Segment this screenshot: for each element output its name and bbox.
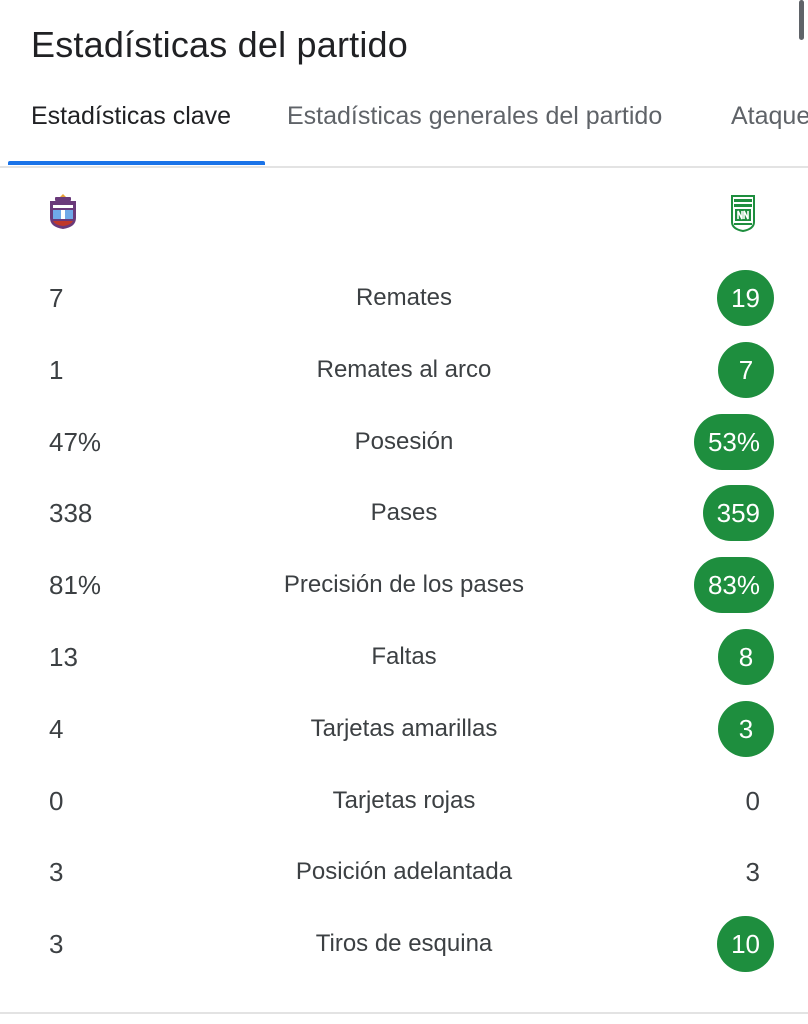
stat-row: 4 Tarjetas amarillas 3 — [0, 693, 808, 765]
stat-label: Pases — [370, 499, 438, 526]
stat-label: Remates al arco — [316, 356, 492, 383]
away-stat-highlight-badge: 8 — [718, 629, 774, 685]
stat-row: 338 Pases 359 — [0, 477, 808, 549]
home-team-crest-icon — [47, 194, 79, 230]
away-stat-cell: 3 — [718, 693, 774, 765]
away-stat-highlight-badge: 19 — [717, 270, 774, 326]
active-tab-indicator — [8, 161, 265, 165]
stat-row: 13 Faltas 8 — [0, 621, 808, 693]
home-stat-value: 1 — [49, 354, 64, 385]
stat-label: Posesión — [354, 428, 454, 455]
stat-label: Posición adelantada — [295, 858, 513, 885]
away-stat-value: 3 — [745, 856, 760, 887]
stat-label: Remates — [355, 284, 453, 311]
scroll-indicator[interactable] — [799, 0, 804, 40]
stat-row: 47% Posesión 53% — [0, 406, 808, 478]
stat-row: 81% Precisión de los pases 83% — [0, 549, 808, 621]
stat-label: Faltas — [371, 643, 437, 670]
away-stat-cell: 8 — [718, 621, 774, 693]
away-stat-highlight-badge: 359 — [702, 485, 774, 541]
away-stat-highlight-badge: 7 — [718, 342, 774, 398]
away-stat-cell: 53% — [693, 406, 774, 478]
away-stat-cell: 359 — [702, 477, 774, 549]
tab-bar: Estadísticas clave Estadísticas generale… — [0, 90, 808, 168]
away-stat-highlight-badge: 83% — [693, 557, 774, 613]
home-stat-value: 338 — [49, 497, 93, 528]
stat-label: Tiros de esquina — [315, 930, 493, 957]
away-stat-cell: 19 — [717, 262, 774, 334]
away-stat-highlight-badge: 10 — [717, 916, 774, 972]
stat-label: Tarjetas amarillas — [310, 715, 498, 742]
away-stat-cell: 3 — [746, 836, 774, 908]
home-stat-value: 0 — [49, 785, 64, 816]
away-stat-highlight-badge: 3 — [718, 701, 774, 757]
away-stat-cell: 10 — [717, 908, 774, 980]
home-stat-value: 3 — [49, 856, 64, 887]
away-team-crest-icon — [730, 194, 756, 232]
stat-label: Precisión de los pases — [283, 571, 525, 598]
tab-attack[interactable]: Ataque — [731, 102, 808, 130]
stat-row: 3 Posición adelantada 3 — [0, 836, 808, 908]
stat-row: 0 Tarjetas rojas 0 — [0, 765, 808, 837]
home-stat-value: 3 — [49, 928, 64, 959]
stat-row: 1 Remates al arco 7 — [0, 334, 808, 406]
home-stat-value: 81% — [49, 569, 102, 600]
away-stat-highlight-badge: 53% — [693, 414, 774, 470]
away-stat-cell: 7 — [718, 334, 774, 406]
home-stat-value: 4 — [49, 713, 64, 744]
home-stat-value: 47% — [49, 426, 102, 457]
tab-general-stats[interactable]: Estadísticas generales del partido — [287, 102, 663, 130]
divider — [0, 1012, 808, 1014]
stat-row: 3 Tiros de esquina 10 — [0, 908, 808, 980]
away-stat-cell: 0 — [746, 765, 774, 837]
stat-row: 7 Remates 19 — [0, 262, 808, 334]
away-stat-value: 0 — [745, 785, 760, 816]
page-title: Estadísticas del partido — [31, 24, 408, 65]
stat-label: Tarjetas rojas — [332, 787, 476, 814]
home-stat-value: 7 — [49, 282, 64, 313]
home-stat-value: 13 — [49, 641, 78, 672]
away-stat-cell: 83% — [693, 549, 774, 621]
tab-key-stats[interactable]: Estadísticas clave — [31, 102, 232, 130]
